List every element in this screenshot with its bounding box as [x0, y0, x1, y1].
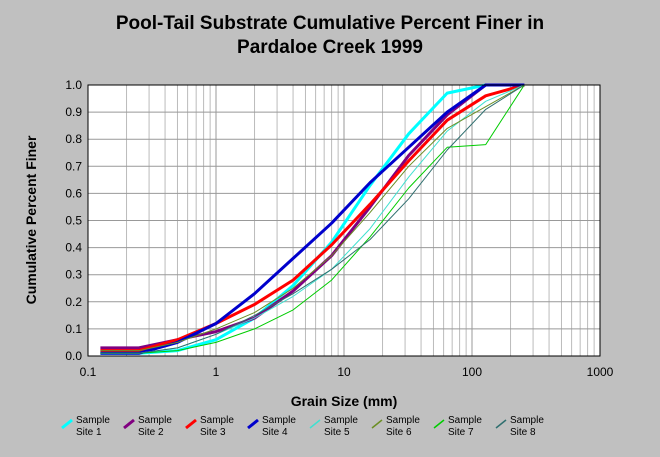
legend-swatch [123, 418, 135, 430]
series-line-site-7 [100, 84, 525, 354]
x-axis-label: Grain Size (mm) [291, 393, 398, 409]
legend-swatch [495, 419, 507, 429]
y-tick-label: 0.1 [65, 322, 82, 336]
legend-label: Sample Site 4 [262, 415, 314, 439]
series-line-site-8 [100, 84, 525, 354]
x-tick-label: 0.1 [80, 365, 97, 379]
legend-label: Sample Site 2 [138, 415, 190, 439]
y-tick-label: 0.5 [65, 214, 82, 228]
legend-item-site-5: Sample Site 5 [308, 415, 372, 451]
legend-label-line1: Sample [200, 415, 234, 426]
legend-label-line1: Sample [262, 415, 296, 426]
y-tick-labels: 0.0 0.1 0.2 0.3 0.4 0.5 0.6 0.7 0.8 0.9 1.0 [65, 78, 82, 363]
legend-label-line2: Site 1 [76, 427, 102, 438]
legend-label-line2: Site 4 [262, 427, 288, 438]
y-tick-label: 0.2 [65, 295, 82, 309]
x-tick-label: 1 [213, 365, 220, 379]
y-axis-label: Cumulative Percent Finer [23, 135, 39, 304]
legend-label: Sample Site 7 [448, 415, 500, 439]
legend-label-line2: Site 5 [324, 427, 350, 438]
y-tick-label: 0.7 [65, 159, 82, 173]
legend: Sample Site 1 Sample Site 2 Sample Site 3 Samp… [60, 415, 620, 455]
x-tick-label: 10 [337, 365, 351, 379]
legend-label-line2: Site 3 [200, 427, 226, 438]
grid [87, 84, 600, 357]
legend-swatch [309, 419, 321, 429]
legend-label-line2: Site 2 [138, 427, 164, 438]
legend-item-site-3: Sample Site 3 [184, 415, 248, 451]
legend-label-line1: Sample [138, 415, 172, 426]
legend-label-line2: Site 8 [510, 427, 536, 438]
y-tick-label: 0.3 [65, 268, 82, 282]
legend-swatch [433, 419, 445, 429]
legend-item-site-8: Sample Site 8 [494, 415, 558, 451]
plot-border [87, 84, 601, 357]
legend-item-site-6: Sample Site 6 [370, 415, 434, 451]
legend-label-line2: Site 7 [448, 427, 474, 438]
series-line-site-6 [100, 84, 525, 352]
legend-label: Sample Site 3 [200, 415, 252, 439]
y-tick-label: 0.6 [65, 186, 82, 200]
chart-plot: 0.1 1 10 100 1000 0.00.10.20.30.40.50.60.70.… [23, 78, 614, 409]
series-layer [100, 83, 525, 355]
x-tick-label: 100 [462, 365, 482, 379]
legend-swatch [247, 418, 259, 430]
legend-label-line1: Sample [386, 415, 420, 426]
legend-item-site-7: Sample Site 7 [432, 415, 496, 451]
legend-label-line1: Sample [448, 415, 482, 426]
y-tick-label: 0.8 [65, 132, 82, 146]
legend-swatch [61, 418, 73, 430]
legend-label-line1: Sample [510, 415, 544, 426]
legend-label: Sample Site 8 [510, 415, 562, 439]
chart-title-line2: Pardaloe Creek 1999 [237, 37, 423, 58]
legend-item-site-1: Sample Site 1 [60, 415, 124, 451]
legend-label-line2: Site 6 [386, 427, 412, 438]
chart-title-line1: Pool-Tail Substrate Cumulative Percent F… [115, 13, 545, 34]
legend-label: Sample Site 6 [386, 415, 438, 439]
y-tick-label: 0.0 [65, 349, 82, 363]
legend-swatch [371, 419, 383, 429]
x-tick-labels: 0.1 1 10 100 1000 [80, 365, 614, 379]
legend-label: Sample Site 5 [324, 415, 376, 439]
legend-item-site-2: Sample Site 2 [122, 415, 186, 451]
y-tick-label: 0.9 [65, 105, 82, 119]
legend-label: Sample Site 1 [76, 415, 128, 439]
chart-title: Pool-Tail Substrate Cumulative Percent F… [0, 12, 660, 60]
y-tick-label: 0.4 [65, 241, 82, 255]
legend-label-line1: Sample [324, 415, 358, 426]
x-tick-label: 1000 [587, 365, 614, 379]
legend-label-line1: Sample [76, 415, 110, 426]
legend-item-site-4: Sample Site 4 [246, 415, 310, 451]
y-tick-label: 1.0 [65, 78, 82, 92]
legend-swatch [185, 418, 197, 430]
series-line-site-3 [100, 83, 525, 353]
